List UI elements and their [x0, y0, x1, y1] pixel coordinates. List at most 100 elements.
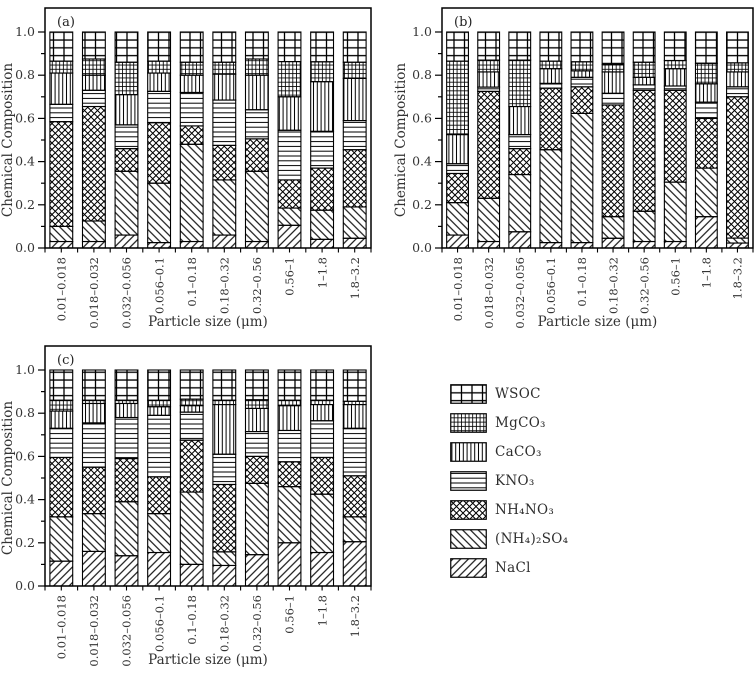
legend-label: KNO₃: [495, 473, 535, 489]
legend-item: MgCO₃: [450, 413, 568, 433]
bar-segment: [601, 63, 625, 73]
bar-segment: [244, 431, 269, 457]
bar-segment: [212, 551, 237, 567]
x-tick-label: 0.1–0.18: [185, 595, 199, 645]
bar-segment: [477, 197, 501, 243]
x-axis-title: Particle size (μm): [148, 314, 268, 330]
bar-segment: [81, 513, 106, 552]
bar-segment: [49, 31, 74, 62]
bar-segment: [342, 61, 367, 79]
bar-segment: [81, 89, 106, 108]
bar-segment: [477, 240, 501, 249]
bars-(b): [446, 31, 749, 249]
bar-segment: [694, 62, 718, 85]
bar-segment: [508, 148, 532, 176]
bar-segment: [81, 240, 106, 249]
bar-segment: [49, 399, 74, 412]
bar-segment: [147, 31, 172, 62]
x-tick-label: 0.056–0.1: [152, 595, 166, 652]
bar-segment: [539, 149, 563, 244]
y-tick-label: 0.6: [412, 110, 432, 125]
legend-label: MgCO₃: [495, 415, 546, 431]
bar-segment: [446, 202, 469, 236]
bar-segment: [277, 486, 302, 544]
bar-segment: [147, 60, 172, 74]
bar-segment: [539, 87, 563, 151]
y-tick-label: 0.0: [412, 240, 432, 255]
bar-segment: [663, 89, 687, 183]
legend-item: KNO₃: [450, 471, 568, 491]
bar-segment: [277, 542, 302, 587]
bar-segment: [310, 399, 335, 406]
bar-segment: [310, 369, 335, 401]
bar-segment: [212, 61, 237, 75]
bar-segment: [212, 564, 237, 587]
legend-item: NH₄NO₃: [450, 500, 568, 520]
bar-segment: [539, 242, 563, 249]
y-tick-label: 0.6: [15, 448, 35, 463]
legend-item: (NH₄)₂SO₄: [450, 529, 568, 549]
bar-segment: [147, 242, 172, 249]
bar-segment: [446, 234, 469, 249]
bar-segment: [310, 81, 335, 132]
legend-swatch-grid-coarse: [450, 384, 487, 404]
bar-segment: [114, 31, 139, 63]
bar-segment: [179, 31, 204, 63]
x-tick-label: 0.032–0.056: [120, 257, 134, 329]
bar-segment: [694, 31, 718, 64]
bar-segment: [147, 399, 172, 408]
bar-segment: [49, 516, 74, 562]
bar-segment: [244, 554, 269, 587]
bar-segment: [244, 138, 269, 172]
bar-segment: [244, 369, 269, 401]
legend-label: NaCl: [495, 560, 531, 576]
legend-label: (NH₄)₂SO₄: [495, 531, 569, 547]
bar-segment: [244, 109, 269, 140]
bar-segment: [477, 59, 501, 73]
bar-segment: [114, 369, 139, 401]
bar-segment: [277, 224, 302, 249]
bar-segment: [508, 134, 532, 150]
bar-segment: [244, 240, 269, 249]
bar-segment: [601, 31, 625, 65]
bar-segment: [694, 83, 718, 103]
legend-swatch-cross-diag: [450, 500, 487, 520]
y-tick-label: 1.0: [15, 24, 35, 39]
bar-segment: [277, 429, 302, 463]
bar-segment: [212, 31, 237, 63]
x-tick-label: 1.8–3.2: [348, 257, 362, 299]
bar-segment: [663, 31, 687, 62]
bar-segment: [601, 71, 625, 94]
y-tick-label: 0.0: [15, 578, 35, 593]
bar-segment: [446, 172, 469, 204]
bar-segment: [310, 209, 335, 240]
bar-segment: [49, 60, 74, 74]
x-tick-label: 1.8–3.2: [731, 257, 745, 299]
bar-segment: [81, 402, 106, 424]
bar-segment: [179, 439, 204, 493]
bar-segment: [570, 242, 594, 249]
y-tick-label: 0.2: [15, 535, 35, 550]
bar-segment: [179, 240, 204, 249]
bar-segment: [147, 406, 172, 416]
bar-segment: [244, 58, 269, 76]
bar-segment: [342, 206, 367, 239]
y-axis: 0.0 0.2 0.4 0.6 0.8 1.0: [412, 24, 442, 255]
legend: WSOC MgCO₃ CaCO₃ KNO₃ NH₄NO₃ (NH₄)₂SO₄ NaCl: [450, 384, 568, 578]
bar-segment: [508, 31, 532, 61]
y-tick-label: 0.4: [412, 154, 432, 169]
bar-segment: [114, 94, 139, 126]
bar-segment: [342, 475, 367, 518]
bar-segment: [49, 121, 74, 227]
bars-(c): [49, 369, 367, 587]
bar-segment: [114, 416, 139, 460]
bar-segment: [81, 220, 106, 243]
bar-segment: [694, 117, 718, 169]
bar-segment: [632, 89, 656, 212]
bar-segment: [446, 163, 469, 175]
bar-segment: [342, 427, 367, 477]
bar-segment: [147, 90, 172, 124]
bar-segment: [212, 399, 237, 406]
bar-segment: [114, 124, 139, 150]
